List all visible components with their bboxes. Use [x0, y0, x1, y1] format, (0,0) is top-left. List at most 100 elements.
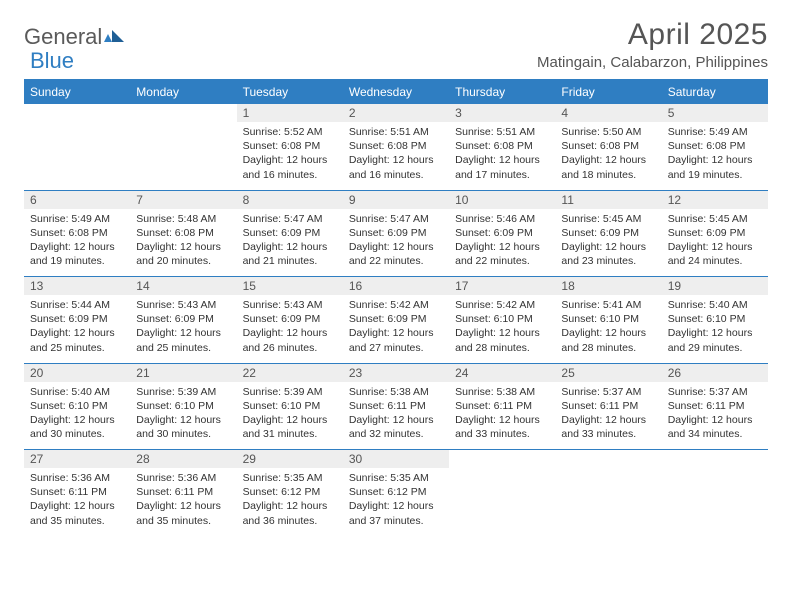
day-cell-body: Sunrise: 5:41 AMSunset: 6:10 PMDaylight:…: [555, 295, 661, 361]
day-cell-body: Sunrise: 5:36 AMSunset: 6:11 PMDaylight:…: [130, 468, 236, 534]
day-cell-body: Sunrise: 5:47 AMSunset: 6:09 PMDaylight:…: [343, 209, 449, 275]
day-number: [555, 450, 661, 454]
day-cell-body: Sunrise: 5:50 AMSunset: 6:08 PMDaylight:…: [555, 122, 661, 188]
brand-logo: General: [24, 24, 126, 50]
daynum-row: 12345: [24, 104, 768, 123]
calendar-table: SundayMondayTuesdayWednesdayThursdayFrid…: [24, 79, 768, 536]
day-number: 12: [662, 191, 768, 209]
daynum-row: 20212223242526: [24, 363, 768, 382]
day-number: 14: [130, 277, 236, 295]
day-number: 24: [449, 364, 555, 382]
week-row: Sunrise: 5:52 AMSunset: 6:08 PMDaylight:…: [24, 122, 768, 190]
daynum-row: 13141516171819: [24, 277, 768, 296]
day-cell: Sunrise: 5:41 AMSunset: 6:10 PMDaylight:…: [555, 295, 661, 363]
day-cell-body: Sunrise: 5:43 AMSunset: 6:09 PMDaylight:…: [237, 295, 343, 361]
brand-part2: Blue: [30, 48, 74, 74]
day-number: 20: [24, 364, 130, 382]
day-number: [130, 104, 236, 108]
day-number: [24, 104, 130, 108]
day-number: 5: [662, 104, 768, 122]
day-number: 21: [130, 364, 236, 382]
day-cell-body: Sunrise: 5:44 AMSunset: 6:09 PMDaylight:…: [24, 295, 130, 361]
day-cell-body: Sunrise: 5:40 AMSunset: 6:10 PMDaylight:…: [24, 382, 130, 448]
day-number: 27: [24, 450, 130, 468]
week-row: Sunrise: 5:49 AMSunset: 6:08 PMDaylight:…: [24, 209, 768, 277]
day-cell: Sunrise: 5:35 AMSunset: 6:12 PMDaylight:…: [343, 468, 449, 536]
day-cell: Sunrise: 5:36 AMSunset: 6:11 PMDaylight:…: [24, 468, 130, 536]
day-number: 2: [343, 104, 449, 122]
day-cell-body: Sunrise: 5:35 AMSunset: 6:12 PMDaylight:…: [343, 468, 449, 534]
day-number: 29: [237, 450, 343, 468]
day-cell: [449, 468, 555, 536]
day-cell-body: Sunrise: 5:51 AMSunset: 6:08 PMDaylight:…: [343, 122, 449, 188]
day-number: 17: [449, 277, 555, 295]
week-row: Sunrise: 5:44 AMSunset: 6:09 PMDaylight:…: [24, 295, 768, 363]
day-cell: Sunrise: 5:39 AMSunset: 6:10 PMDaylight:…: [130, 382, 236, 450]
day-number: 25: [555, 364, 661, 382]
day-number: 7: [130, 191, 236, 209]
daynum-row: 27282930: [24, 450, 768, 469]
day-cell: Sunrise: 5:42 AMSunset: 6:09 PMDaylight:…: [343, 295, 449, 363]
day-number: 3: [449, 104, 555, 122]
day-cell: Sunrise: 5:45 AMSunset: 6:09 PMDaylight:…: [555, 209, 661, 277]
day-cell-body: Sunrise: 5:35 AMSunset: 6:12 PMDaylight:…: [237, 468, 343, 534]
day-cell: Sunrise: 5:40 AMSunset: 6:10 PMDaylight:…: [662, 295, 768, 363]
day-number: 18: [555, 277, 661, 295]
flag-icon: [104, 24, 126, 50]
day-number: 15: [237, 277, 343, 295]
day-cell-body: Sunrise: 5:38 AMSunset: 6:11 PMDaylight:…: [343, 382, 449, 448]
day-cell: Sunrise: 5:44 AMSunset: 6:09 PMDaylight:…: [24, 295, 130, 363]
day-cell-body: Sunrise: 5:37 AMSunset: 6:11 PMDaylight:…: [662, 382, 768, 448]
day-cell: Sunrise: 5:47 AMSunset: 6:09 PMDaylight:…: [237, 209, 343, 277]
day-cell-body: Sunrise: 5:45 AMSunset: 6:09 PMDaylight:…: [555, 209, 661, 275]
day-number: 13: [24, 277, 130, 295]
location-text: Matingain, Calabarzon, Philippines: [537, 54, 768, 71]
day-cell: Sunrise: 5:49 AMSunset: 6:08 PMDaylight:…: [662, 122, 768, 190]
page-title: April 2025: [537, 18, 768, 52]
day-cell-body: Sunrise: 5:42 AMSunset: 6:09 PMDaylight:…: [343, 295, 449, 361]
weekday-header: Tuesday: [237, 80, 343, 104]
title-block: April 2025 Matingain, Calabarzon, Philip…: [537, 18, 768, 71]
day-cell: Sunrise: 5:37 AMSunset: 6:11 PMDaylight:…: [662, 382, 768, 450]
weekday-header: Monday: [130, 80, 236, 104]
day-cell-body: Sunrise: 5:45 AMSunset: 6:09 PMDaylight:…: [662, 209, 768, 275]
day-number: 1: [237, 104, 343, 122]
day-cell-body: Sunrise: 5:36 AMSunset: 6:11 PMDaylight:…: [24, 468, 130, 534]
day-number: 10: [449, 191, 555, 209]
day-cell-body: Sunrise: 5:46 AMSunset: 6:09 PMDaylight:…: [449, 209, 555, 275]
day-number: 26: [662, 364, 768, 382]
header: General April 2025 Matingain, Calabarzon…: [24, 18, 768, 71]
day-cell: Sunrise: 5:43 AMSunset: 6:09 PMDaylight:…: [237, 295, 343, 363]
day-number: 19: [662, 277, 768, 295]
day-cell-body: Sunrise: 5:39 AMSunset: 6:10 PMDaylight:…: [130, 382, 236, 448]
day-number: [662, 450, 768, 454]
day-cell-body: Sunrise: 5:52 AMSunset: 6:08 PMDaylight:…: [237, 122, 343, 188]
daynum-row: 6789101112: [24, 190, 768, 209]
day-number: 4: [555, 104, 661, 122]
day-number: 28: [130, 450, 236, 468]
day-cell-body: Sunrise: 5:39 AMSunset: 6:10 PMDaylight:…: [237, 382, 343, 448]
weekday-header: Wednesday: [343, 80, 449, 104]
day-number: [449, 450, 555, 454]
day-number: 6: [24, 191, 130, 209]
day-cell: Sunrise: 5:36 AMSunset: 6:11 PMDaylight:…: [130, 468, 236, 536]
day-number: 11: [555, 191, 661, 209]
day-cell: Sunrise: 5:43 AMSunset: 6:09 PMDaylight:…: [130, 295, 236, 363]
day-number: 23: [343, 364, 449, 382]
day-number: 30: [343, 450, 449, 468]
weekday-header: Friday: [555, 80, 661, 104]
day-cell: Sunrise: 5:52 AMSunset: 6:08 PMDaylight:…: [237, 122, 343, 190]
day-cell-body: Sunrise: 5:37 AMSunset: 6:11 PMDaylight:…: [555, 382, 661, 448]
day-cell-body: Sunrise: 5:40 AMSunset: 6:10 PMDaylight:…: [662, 295, 768, 361]
day-cell: Sunrise: 5:39 AMSunset: 6:10 PMDaylight:…: [237, 382, 343, 450]
day-cell-body: Sunrise: 5:51 AMSunset: 6:08 PMDaylight:…: [449, 122, 555, 188]
day-cell: Sunrise: 5:38 AMSunset: 6:11 PMDaylight:…: [449, 382, 555, 450]
day-cell: Sunrise: 5:37 AMSunset: 6:11 PMDaylight:…: [555, 382, 661, 450]
day-cell-body: Sunrise: 5:43 AMSunset: 6:09 PMDaylight:…: [130, 295, 236, 361]
brand-part2-wrap: Blue: [30, 48, 74, 74]
day-cell-body: Sunrise: 5:38 AMSunset: 6:11 PMDaylight:…: [449, 382, 555, 448]
day-number: 16: [343, 277, 449, 295]
day-number: 9: [343, 191, 449, 209]
day-cell-body: Sunrise: 5:42 AMSunset: 6:10 PMDaylight:…: [449, 295, 555, 361]
week-row: Sunrise: 5:36 AMSunset: 6:11 PMDaylight:…: [24, 468, 768, 536]
